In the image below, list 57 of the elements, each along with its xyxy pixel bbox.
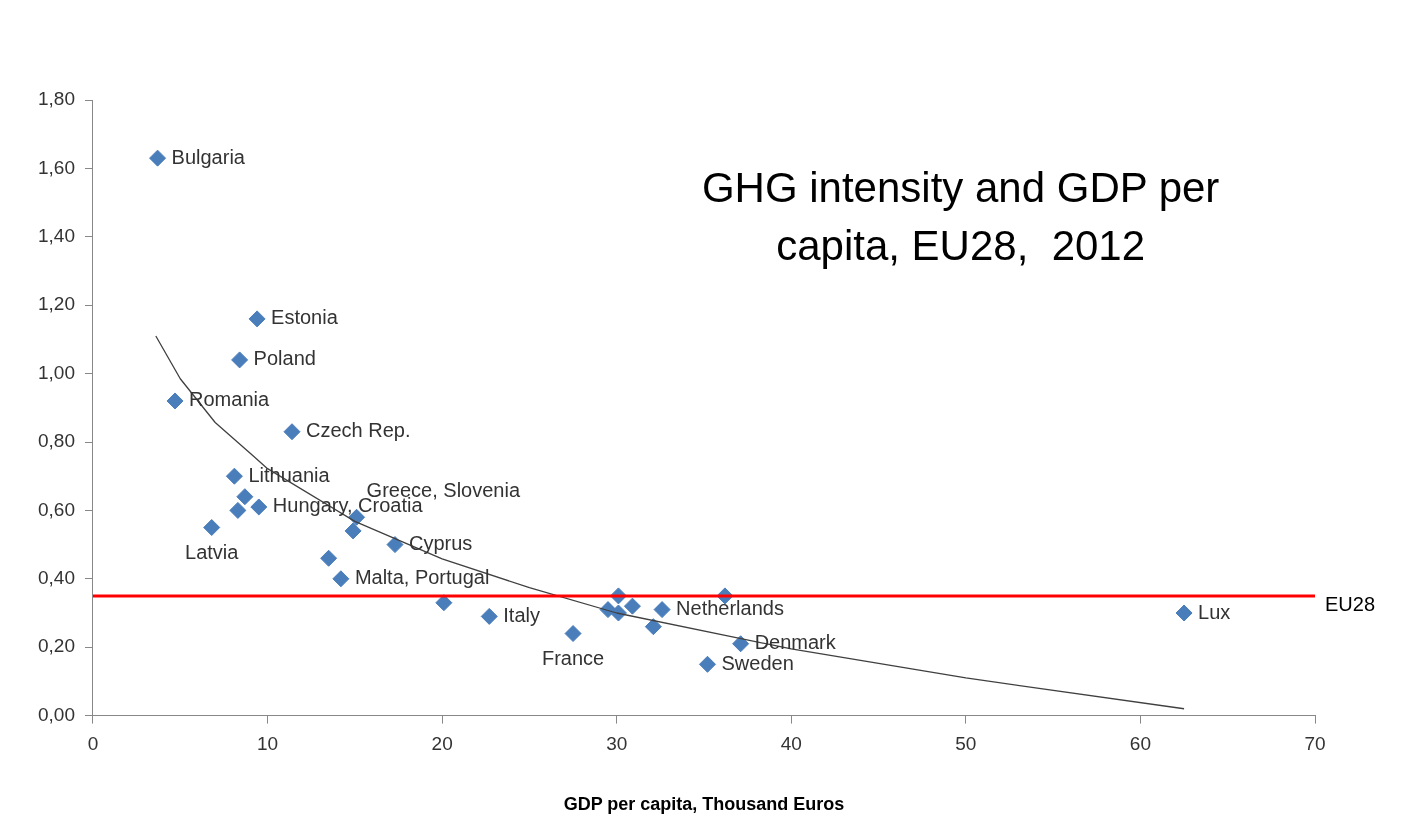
point	[231, 351, 249, 369]
annotation: Malta, Portugal	[354, 566, 490, 589]
x-tick-label: 40	[780, 733, 802, 755]
text: GHG intensity and GDP per capita, EU28, 2012	[701, 163, 1220, 269]
y-tick-label: 1,60	[38, 156, 75, 178]
annotation: Lux	[1198, 600, 1231, 623]
point	[248, 310, 266, 328]
y-tick-label: 0,40	[38, 567, 75, 589]
y-tick-label: 1,00	[38, 361, 75, 383]
annotation: Sweden	[721, 651, 794, 674]
point	[250, 498, 268, 516]
x-tick-label: 30	[606, 733, 628, 755]
x-tick-label: 50	[955, 733, 977, 755]
point	[653, 601, 671, 619]
y-tick-label: 0,00	[38, 703, 75, 725]
point	[236, 488, 254, 506]
point	[283, 423, 301, 441]
point	[480, 607, 498, 625]
y-tick-label: 1,80	[38, 88, 75, 110]
x-tick-label: 20	[431, 733, 453, 755]
point	[386, 536, 404, 554]
point	[732, 635, 750, 653]
y-tick-label: 0,60	[38, 498, 75, 520]
x-tick-label: 60	[1129, 733, 1151, 755]
annotation: Czech Rep.	[305, 419, 411, 442]
annotation: France	[541, 647, 605, 670]
point	[623, 597, 641, 615]
y-tick-label: 1,40	[38, 225, 75, 247]
annotation: Latvia	[185, 541, 240, 564]
point	[229, 501, 247, 519]
x-tick-label: 10	[256, 733, 279, 755]
y-tick-label: 0,80	[38, 430, 75, 452]
point	[149, 149, 167, 167]
y-tick-label: 1,20	[38, 293, 75, 315]
x-axis-title: GDP per capita, Thousand Euros	[563, 794, 845, 815]
point	[166, 392, 184, 410]
point	[344, 522, 362, 540]
x-tick-label: 70	[1304, 733, 1326, 755]
annotation: Denmark	[754, 631, 837, 654]
annotation: Estonia	[271, 306, 339, 329]
point	[644, 618, 662, 636]
x-tick-label: 0	[87, 733, 99, 755]
annotation: Cyprus	[408, 532, 473, 555]
point	[564, 625, 582, 643]
point	[435, 594, 453, 612]
point	[320, 549, 338, 567]
annotation: Bulgaria	[171, 145, 246, 168]
annotation: Netherlands	[676, 597, 784, 620]
point	[698, 655, 716, 673]
point	[225, 467, 243, 485]
point	[203, 519, 221, 536]
y-tick-label: 0,20	[38, 635, 75, 657]
ref-line-label: EU28	[1325, 593, 1376, 616]
point	[332, 570, 350, 588]
annotation: Poland	[253, 347, 316, 370]
annotation: Italy	[503, 603, 540, 626]
point	[1175, 604, 1193, 622]
